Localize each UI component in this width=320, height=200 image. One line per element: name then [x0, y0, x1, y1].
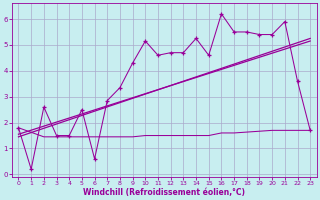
- X-axis label: Windchill (Refroidissement éolien,°C): Windchill (Refroidissement éolien,°C): [83, 188, 245, 197]
